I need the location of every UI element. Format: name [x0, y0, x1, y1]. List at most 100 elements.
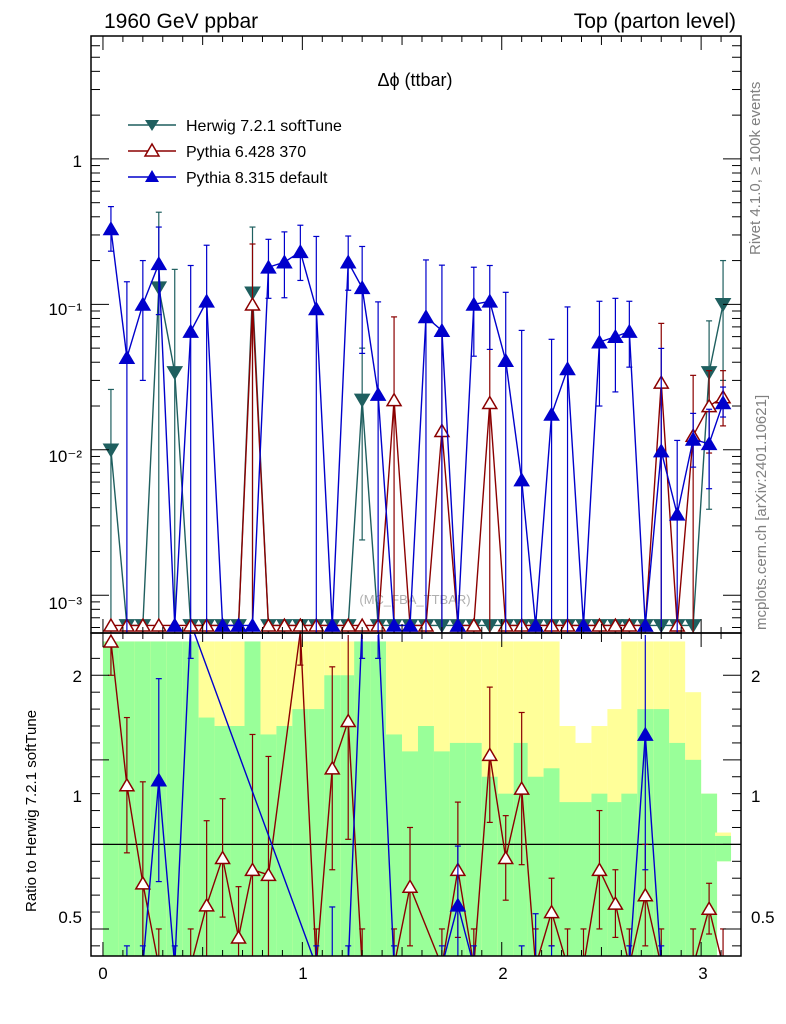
main-ytick-label: 10⁻² — [48, 447, 82, 466]
data-point-pythia6 — [591, 617, 608, 632]
ratio-point-pythia6 — [339, 713, 357, 728]
data-point-pythia8 — [385, 617, 403, 632]
watermark: (MC_FBA_TTBAR) — [359, 592, 470, 607]
series-line-pythia6 — [110, 304, 724, 627]
data-point-pythia8 — [401, 617, 419, 632]
ratio-point-pythia6 — [481, 746, 499, 762]
data-point-pythia6 — [276, 617, 293, 632]
ratio-point-pythia6 — [323, 760, 341, 775]
band-green — [276, 726, 293, 956]
ratio-line-pythia8 — [142, 633, 662, 956]
data-point-pythia6 — [339, 617, 357, 632]
ratio-point-pythia6 — [118, 777, 136, 792]
data-point-pythia6 — [621, 617, 638, 632]
data-point-pythia8 — [543, 406, 560, 421]
data-point-pythia6 — [292, 617, 309, 632]
band-green — [386, 734, 403, 956]
data-point-pythia8 — [307, 301, 325, 316]
data-point-pythia8 — [575, 617, 592, 632]
data-point-pythia8 — [433, 322, 451, 337]
ratio-ytick-label-right: 2 — [751, 667, 760, 686]
herwig-marker-icon — [145, 120, 159, 131]
band-green — [308, 709, 325, 956]
data-point-pythia8 — [481, 293, 499, 308]
data-point-pythia8 — [118, 349, 136, 365]
rivet-label: Rivet 4.1.0, ≥ 100k events — [747, 82, 764, 255]
mcplots-label: mcplots.cern.ch [arXiv:2401.10621] — [753, 395, 770, 630]
data-point-pythia8 — [102, 221, 120, 236]
legend-label-herwig: Herwig 7.2.1 softTune — [186, 118, 342, 135]
ratio-ytick-label-right: 0.5 — [751, 908, 775, 927]
data-point-pythia6 — [465, 617, 483, 632]
band-green — [465, 742, 482, 956]
data-point-pythia8 — [353, 280, 371, 295]
data-point-pythia8 — [652, 443, 670, 458]
band-green — [715, 835, 732, 862]
ratio-point-pythia6 — [260, 867, 277, 882]
ratio-point-pythia6 — [198, 897, 215, 912]
ratio-point-pythia6 — [497, 850, 515, 865]
legend-entry-pythia6: Pythia 6.428 370 — [128, 142, 306, 161]
legend: Herwig 7.2.1 softTune Pythia 6.428 370 P… — [128, 118, 342, 187]
data-point-pythia8 — [369, 386, 387, 401]
data-point-pythia6 — [481, 395, 499, 410]
ratio-point-pythia6 — [636, 887, 654, 902]
xtick-label: 2 — [498, 964, 507, 983]
main-ytick-label: 1 — [73, 152, 82, 171]
band-green — [481, 776, 498, 956]
series-line-pythia8 — [110, 228, 724, 627]
band-green — [701, 793, 718, 956]
ratio-frame — [90, 632, 742, 957]
data-point-pythia8 — [134, 296, 152, 311]
data-point-pythia6 — [385, 392, 403, 407]
band-green — [182, 641, 199, 956]
header-left: 1960 GeV ppbar — [104, 10, 258, 33]
data-point-pythia8 — [714, 395, 732, 410]
data-point-pythia6 — [102, 617, 120, 632]
data-point-pythia8 — [292, 243, 309, 259]
ratio-point-pythia6 — [214, 850, 231, 865]
pythia6-marker-icon — [143, 142, 161, 157]
header-right: Top (parton level) — [574, 10, 736, 33]
data-point-pythia8 — [260, 259, 277, 274]
ratio-point-pythia6 — [607, 895, 624, 910]
band-green — [417, 726, 434, 956]
data-point-pythia8 — [668, 506, 686, 521]
main-ytick-label: 10⁻¹ — [48, 300, 82, 319]
band-green — [102, 641, 119, 956]
band-green — [292, 709, 309, 956]
data-point-pythia8 — [607, 328, 624, 343]
pythia8-marker-icon — [145, 170, 159, 182]
ratio-ylabel: Ratio to Herwig 7.2.1 softTune — [23, 710, 40, 912]
data-point-pythia6 — [260, 617, 277, 632]
series-line-herwig — [110, 287, 724, 627]
data-point-herwig — [166, 366, 184, 381]
data-point-pythia8 — [700, 435, 718, 451]
data-point-pythia8 — [591, 334, 608, 349]
ratio-point-pythia6 — [700, 900, 718, 915]
band-green — [559, 802, 576, 956]
ratio-point-pythia8 — [449, 897, 467, 912]
band-green — [685, 759, 702, 956]
data-point-herwig — [353, 393, 371, 408]
ratio-ytick-label-left: 0.5 — [58, 908, 82, 927]
data-point-pythia8 — [527, 617, 544, 632]
band-green — [370, 641, 387, 956]
data-point-pythia8 — [684, 431, 702, 446]
ratio-point-pythia8 — [150, 772, 168, 787]
ratio-point-pythia6 — [102, 633, 120, 648]
band-green — [433, 751, 450, 956]
data-point-pythia8 — [465, 296, 483, 311]
band-green — [575, 802, 592, 956]
data-point-pythia8 — [166, 617, 184, 632]
legend-label-pythia8: Pythia 8.315 default — [186, 170, 328, 187]
legend-entry-herwig: Herwig 7.2.1 softTune — [128, 118, 342, 135]
legend-entry-pythia8: Pythia 8.315 default — [128, 170, 328, 187]
ratio-point-pythia6 — [513, 780, 530, 795]
ratio-point-pythia6 — [401, 878, 419, 894]
xtick-label: 1 — [298, 964, 307, 983]
ratio-ytick-label-left: 1 — [73, 787, 82, 806]
data-point-pythia8 — [417, 309, 435, 324]
band-green — [230, 726, 247, 956]
